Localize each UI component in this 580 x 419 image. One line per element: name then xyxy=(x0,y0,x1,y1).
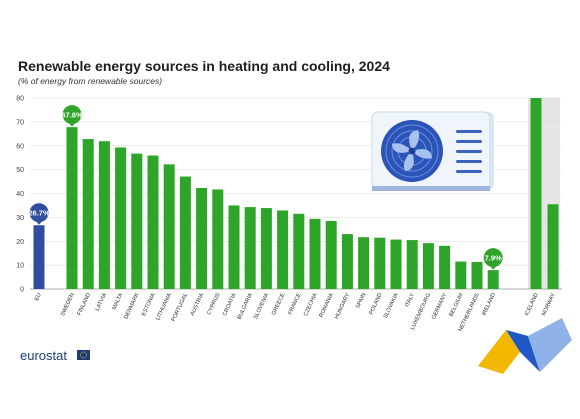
x-tick-label: ICELAND xyxy=(524,292,540,317)
x-tick-label: ROMANIA xyxy=(319,292,336,318)
x-tick-label: ESTONIA xyxy=(141,292,157,317)
bar-austria xyxy=(196,188,208,289)
air-conditioner-icon xyxy=(371,111,494,191)
x-tick-label: LITHUANIA xyxy=(155,292,173,321)
eurostat-logo: eurostat xyxy=(20,348,90,363)
bar-estonia xyxy=(147,155,159,289)
x-tick-label: EU xyxy=(34,292,43,302)
badge-sweden: 67.8% xyxy=(61,105,83,127)
x-tick-label: CROATIA xyxy=(222,292,238,317)
x-tick-label: CYPRUS xyxy=(206,292,221,316)
eurostat-logo-text: eurostat xyxy=(20,348,67,363)
y-tick-label: 30 xyxy=(16,215,24,222)
x-tick-label: BULGARIA xyxy=(237,292,255,320)
corner-decoration-icon xyxy=(478,318,572,374)
x-tick-label: FRANCE xyxy=(287,292,302,316)
bar-portugal xyxy=(179,176,191,289)
badge-label: 7.9% xyxy=(485,253,502,262)
bar-luxembourg xyxy=(422,243,434,289)
x-tick-label: CZECHIA xyxy=(303,292,319,317)
y-tick-label: 60 xyxy=(16,143,24,150)
bar-cyprus xyxy=(212,189,224,289)
badge-label: 26.7% xyxy=(28,208,50,217)
x-tick-label: POLAND xyxy=(368,292,383,315)
bar-latvia xyxy=(98,141,110,289)
y-tick-label: 40 xyxy=(16,191,24,198)
bar-denmark xyxy=(131,153,143,289)
x-tick-label: SWEDEN xyxy=(60,292,76,317)
bar-norway xyxy=(547,204,559,289)
bar-bulgaria xyxy=(244,207,256,289)
x-tick-label: AUSTRIA xyxy=(190,292,206,317)
x-tick-label: GERMANY xyxy=(431,292,449,320)
y-tick-label: 0 xyxy=(20,287,24,294)
bar-sweden xyxy=(66,127,78,289)
x-tick-label: BELGIUM xyxy=(449,292,465,318)
bar-lithuania xyxy=(163,164,175,289)
bar-poland xyxy=(374,237,386,289)
badge-ireland: 7.9% xyxy=(483,248,503,270)
bar-ireland xyxy=(487,270,499,289)
bar-netherlands xyxy=(471,262,483,289)
x-tick-label: NORWAY xyxy=(541,292,557,317)
chart-subtitle: (% of energy from renewable sources) xyxy=(18,76,162,86)
y-tick-label: 50 xyxy=(16,167,24,174)
bar-spain xyxy=(358,237,370,289)
x-tick-label: HUNGARY xyxy=(334,292,351,320)
bar-eu xyxy=(33,225,45,289)
highlight-badges: 26.7% 67.8% 7.9% xyxy=(28,105,503,270)
chart-title: Renewable energy sources in heating and … xyxy=(18,58,390,74)
y-tick-label: 70 xyxy=(16,119,24,126)
x-tick-label: LATVIA xyxy=(95,292,109,312)
bar-slovakia xyxy=(390,239,402,289)
bar-malta xyxy=(115,147,127,289)
x-tick-label: SLOVENIA xyxy=(253,292,270,320)
bar-slovenia xyxy=(260,208,272,289)
y-tick-label: 80 xyxy=(16,96,24,103)
eu-flag-icon xyxy=(77,350,90,360)
x-tick-label: FINLAND xyxy=(76,292,92,316)
bar-romania xyxy=(325,220,337,289)
x-tick-label: MALTA xyxy=(111,292,124,311)
x-tick-label: DENMARK xyxy=(123,292,140,320)
bars xyxy=(33,98,559,289)
bar-france xyxy=(293,213,305,289)
bar-germany xyxy=(439,245,451,289)
x-tick-label: IRELAND xyxy=(481,292,497,317)
bar-czechia xyxy=(309,218,321,289)
bar-iceland xyxy=(530,98,542,289)
bar-italy xyxy=(406,240,418,289)
x-tick-label: SPAIN xyxy=(355,292,367,309)
badge-eu: 26.7% xyxy=(28,203,50,225)
y-tick-label: 20 xyxy=(16,239,24,246)
x-tick-label: SLOVAKIA xyxy=(383,292,400,319)
bar-belgium xyxy=(455,261,467,289)
x-tick-label: GREECE xyxy=(271,292,287,316)
x-tick-label: PORTUGAL xyxy=(171,292,189,322)
y-axis: 0 10 20 30 40 50 60 70 80 xyxy=(16,96,24,294)
bar-finland xyxy=(82,139,94,289)
bar-hungary xyxy=(341,234,353,289)
bar-croatia xyxy=(228,205,240,289)
y-tick-label: 10 xyxy=(16,263,24,270)
badge-label: 67.8% xyxy=(61,110,83,119)
bar-greece xyxy=(277,210,289,289)
x-tick-label: ITALY xyxy=(404,292,416,308)
